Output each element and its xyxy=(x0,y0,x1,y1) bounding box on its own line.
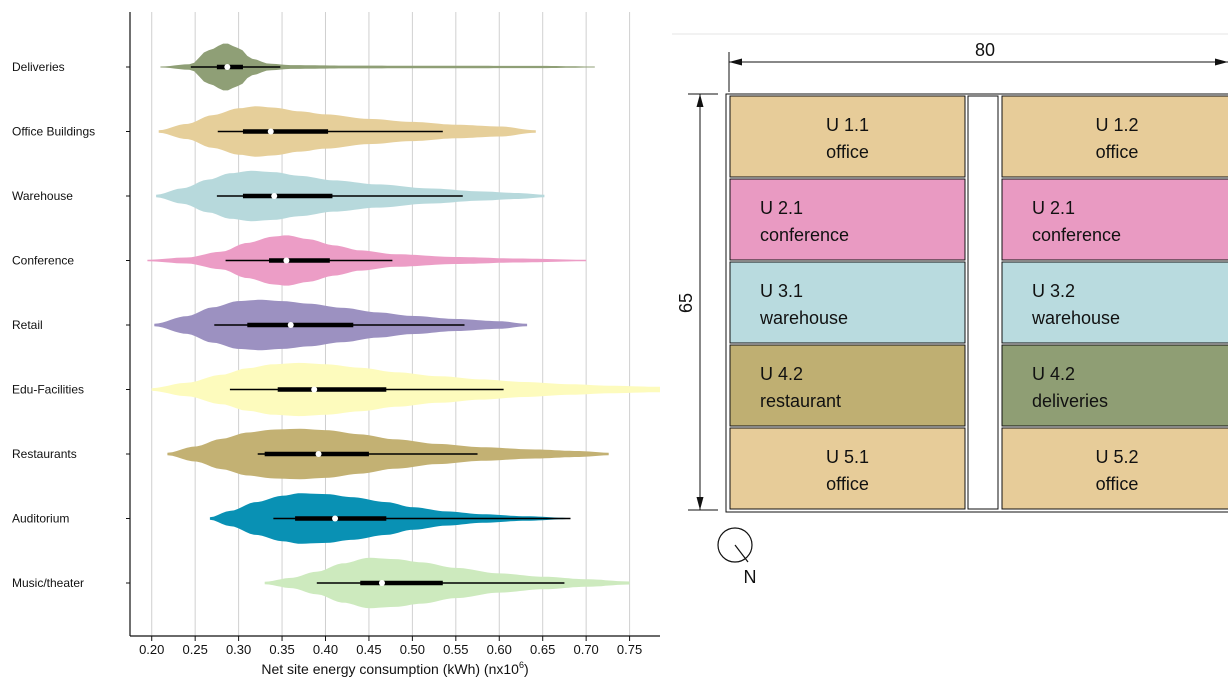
plan-unit: U 5.2 office xyxy=(1001,427,1228,510)
category-label: Conference xyxy=(12,254,74,268)
violin-median xyxy=(271,193,278,199)
x-tick-label: 0.75 xyxy=(617,642,642,657)
violins xyxy=(147,43,660,609)
plan-unit: U 1.1 office xyxy=(729,95,966,178)
x-tick-label: 0.70 xyxy=(573,642,598,657)
category-label: Warehouse xyxy=(12,189,73,203)
plan-unit-id: U 5.1 xyxy=(826,447,869,467)
plan-unit-id: U 3.2 xyxy=(1032,281,1075,301)
x-tick-label: 0.35 xyxy=(269,642,294,657)
violin-median xyxy=(315,451,322,457)
plan-unit-box xyxy=(1001,178,1228,261)
plan-unit-use: office xyxy=(826,474,869,494)
plan-unit-use: office xyxy=(1096,474,1139,494)
category-label: Auditorium xyxy=(12,512,69,526)
plan-unit-id: U 4.2 xyxy=(760,364,803,384)
plan-unit-box xyxy=(729,344,966,427)
height-dimension: 65 xyxy=(676,93,718,511)
corridor xyxy=(967,95,999,510)
category-label: Edu-Facilities xyxy=(12,383,84,397)
floor-plan: 80 65 U 1.1 office U 1.2 office U 2.1 confere… xyxy=(672,33,1228,587)
category-label: Retail xyxy=(12,318,43,332)
plan-unit-use: office xyxy=(826,142,869,162)
plan-unit-box xyxy=(1001,427,1228,510)
plan-unit: U 4.2 deliveries xyxy=(1001,344,1228,427)
x-tick-label: 0.60 xyxy=(487,642,512,657)
x-tick-label: 0.25 xyxy=(183,642,208,657)
category-label: Office Buildings xyxy=(12,125,95,139)
category-label: Music/theater xyxy=(12,576,84,590)
plan-unit-id: U 3.1 xyxy=(760,281,803,301)
plan-unit-box xyxy=(729,95,966,178)
plan-unit-id: U 1.2 xyxy=(1095,115,1138,135)
violin-median xyxy=(332,515,339,522)
category-label: Deliveries xyxy=(12,60,65,74)
x-tick-label: 0.40 xyxy=(313,642,338,657)
category-label: Restaurants xyxy=(12,447,77,461)
category-labels: Deliveries Office Buildings Warehouse Confe… xyxy=(12,60,130,590)
plan-unit-box xyxy=(729,178,966,261)
plan-unit-box xyxy=(1001,344,1228,427)
height-label: 65 xyxy=(676,293,696,313)
plan-unit-id: U 5.2 xyxy=(1095,447,1138,467)
x-tick-label: 0.30 xyxy=(226,642,251,657)
x-tick-labels: 0.20 0.25 0.30 0.35 0.40 0.45 0.50 0.55 0.60 0.65… xyxy=(139,636,642,657)
plan-unit-use: warehouse xyxy=(759,308,848,328)
violin-chart: Deliveries Office Buildings Warehouse Confe… xyxy=(12,12,660,677)
plan-unit: U 4.2 restaurant xyxy=(729,344,966,427)
x-tick-label: 0.45 xyxy=(356,642,381,657)
plan-unit: U 3.1 warehouse xyxy=(729,261,966,344)
plan-unit-use: conference xyxy=(1032,225,1121,245)
violin-median xyxy=(287,322,294,328)
plan-unit: U 5.1 office xyxy=(729,427,966,510)
plan-unit-use: office xyxy=(1096,142,1139,162)
plan-unit-box xyxy=(1001,261,1228,344)
plan-unit-id: U 1.1 xyxy=(826,115,869,135)
plan-unit-use: warehouse xyxy=(1031,308,1120,328)
plan-unit-id: U 2.1 xyxy=(760,198,803,218)
plan-unit-box xyxy=(729,427,966,510)
plan-unit-id: U 4.2 xyxy=(1032,364,1075,384)
plan-unit: U 1.2 office xyxy=(1001,95,1228,178)
plan-unit-use: deliveries xyxy=(1032,391,1108,411)
plan-unit-use: restaurant xyxy=(760,391,841,411)
north-label: N xyxy=(744,567,757,587)
plan-unit: U 3.2 warehouse xyxy=(1001,261,1228,344)
plan-unit-box xyxy=(729,261,966,344)
x-tick-label: 0.65 xyxy=(530,642,555,657)
violin-median xyxy=(378,580,385,586)
violin-body xyxy=(160,43,595,91)
x-tick-label: 0.50 xyxy=(400,642,425,657)
x-axis-title: Net site energy consumption (kWh) (nx106… xyxy=(261,660,528,677)
plan-unit: U 2.1 conference xyxy=(1001,178,1228,261)
violin-median xyxy=(311,386,318,393)
violin-median xyxy=(224,64,231,70)
plan-unit-use: conference xyxy=(760,225,849,245)
plan-unit-box xyxy=(1001,95,1228,178)
violin-median xyxy=(267,128,274,135)
width-label: 80 xyxy=(975,40,995,60)
plan-unit: U 2.1 conference xyxy=(729,178,966,261)
violin-median xyxy=(283,257,290,264)
north-arrow: N xyxy=(717,527,757,587)
width-dimension: 80 xyxy=(728,40,1228,92)
x-tick-label: 0.55 xyxy=(443,642,468,657)
x-tick-label: 0.20 xyxy=(139,642,164,657)
plan-unit-id: U 2.1 xyxy=(1032,198,1075,218)
